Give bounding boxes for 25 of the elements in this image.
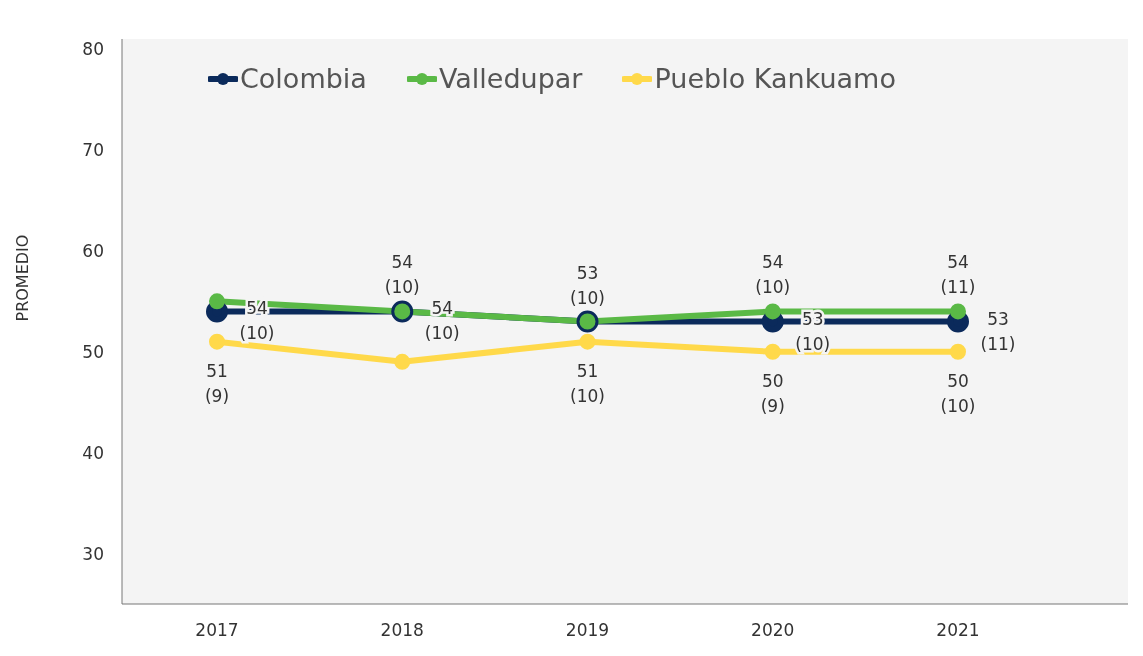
y-axis-title: PROMEDIO xyxy=(12,234,32,322)
data-label: 53 (10) xyxy=(570,262,605,308)
data-label: 50 (10) xyxy=(940,370,976,416)
legend-label: Valledupar xyxy=(438,63,583,94)
data-label: 51 (10) xyxy=(570,360,605,406)
data-label: 54 (10) xyxy=(384,252,420,298)
x-tick-label: 2017 xyxy=(195,620,239,641)
y-tick-label: 80 xyxy=(82,39,104,60)
legend-label: Colombia xyxy=(240,63,367,94)
y-tick-label: 70 xyxy=(82,140,104,161)
x-tick-label: 2018 xyxy=(380,620,424,641)
data-label: 50 (9) xyxy=(760,370,785,416)
x-tick-label: 2019 xyxy=(565,620,610,641)
data-label: 54 (10) xyxy=(239,298,275,344)
y-tick-label: 60 xyxy=(82,240,104,261)
y-tick-label: 40 xyxy=(82,442,104,463)
data-label: 54 (10) xyxy=(755,252,791,298)
y-tick-label: 30 xyxy=(82,543,104,564)
x-tick-label: 2021 xyxy=(936,620,980,641)
x-tick-label: 2020 xyxy=(751,620,795,641)
data-label: 53 (11) xyxy=(980,308,1016,354)
y-tick-label: 50 xyxy=(82,341,104,362)
data-label: 51 (9) xyxy=(204,360,230,406)
legend-label: Pueblo Kankuamo xyxy=(654,63,896,94)
data-label: 54 (11) xyxy=(940,252,976,298)
